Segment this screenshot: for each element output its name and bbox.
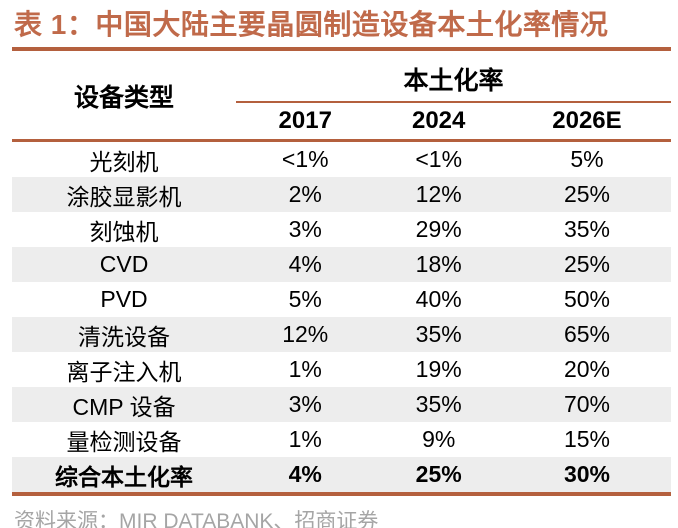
localization-rate-group-header: 本土化率: [236, 53, 671, 103]
year-2024-column-header: 2024: [374, 102, 503, 142]
value-2017-cell: 1%: [288, 356, 322, 382]
device-name-cell: 涂胶显影机: [66, 183, 182, 210]
value-2026e-cell: 20%: [563, 356, 610, 382]
table-row: CVD 4% 18% 25%: [12, 247, 671, 282]
table-row: 量检测设备 1% 9% 15%: [12, 422, 671, 457]
value-2024-cell: 35%: [415, 321, 462, 347]
value-2026e-cell: 25%: [563, 181, 610, 207]
table-row: 清洗设备 12% 35% 65%: [12, 317, 671, 352]
source-note: 资料来源：MIR DATABANK、招商证券: [14, 510, 379, 528]
device-name-cell: PVD: [100, 286, 148, 312]
device-type-column-header: 设备类型: [12, 53, 237, 142]
table-row: 离子注入机 1% 19% 20%: [12, 352, 671, 387]
table-row: 综合本土化率 4% 25% 30%: [12, 457, 671, 496]
value-2026e-cell: 65%: [563, 321, 610, 347]
value-2024-cell: 12%: [415, 181, 462, 207]
value-2017-cell: <1%: [281, 146, 329, 172]
value-2017-cell: 4%: [288, 251, 322, 277]
value-2026e-cell: 25%: [563, 251, 610, 277]
value-2017-cell: 5%: [288, 286, 322, 312]
value-2026e-cell: 15%: [563, 426, 610, 452]
year-2017-column-header: 2017: [236, 102, 375, 142]
value-2024-cell: 18%: [415, 251, 462, 277]
device-name-cell: 量检测设备: [66, 428, 182, 455]
value-2026e-cell: 70%: [563, 391, 610, 417]
value-2017-cell: 2%: [288, 181, 322, 207]
value-2017-cell: 3%: [288, 216, 322, 242]
table-row: PVD 5% 40% 50%: [12, 282, 671, 317]
device-name-cell: CVD: [99, 251, 149, 277]
device-name-cell: 光刻机: [89, 148, 159, 175]
device-name-cell: CMP 设备: [72, 393, 176, 420]
value-2024-cell: 19%: [415, 356, 462, 382]
table-header: 设备类型 本土化率 2017 2024 2026E: [12, 53, 671, 142]
table-row: 光刻机 <1% <1% 5%: [12, 141, 671, 178]
value-2026e-cell: 35%: [563, 216, 610, 242]
value-2024-cell: 9%: [422, 426, 456, 452]
device-name-cell: 清洗设备: [78, 323, 171, 350]
value-2024-cell: <1%: [415, 146, 463, 172]
device-name-cell: 综合本土化率: [12, 457, 237, 496]
device-name-cell: 离子注入机: [66, 358, 182, 385]
table-body: 光刻机 <1% <1% 5% 涂胶显影机 2% 12% 25% 刻蚀机 3% 2…: [12, 141, 671, 496]
table-row: 涂胶显影机 2% 12% 25%: [12, 177, 671, 212]
value-2024-cell: 40%: [415, 286, 462, 312]
value-2017-cell: 12%: [282, 321, 329, 347]
table-title: 表 1：中国大陆主要晶圆制造设备本土化率情况: [14, 9, 609, 40]
value-2026e-cell: 5%: [570, 146, 604, 172]
value-2026e-cell: 50%: [563, 286, 610, 312]
title-underline: [12, 47, 671, 51]
value-2017-cell: 1%: [288, 426, 322, 452]
value-2017-cell: 4%: [236, 457, 375, 496]
value-2024-cell: 35%: [415, 391, 462, 417]
year-2026e-column-header: 2026E: [502, 102, 671, 142]
table-row: CMP 设备 3% 35% 70%: [12, 387, 671, 422]
value-2026e-cell: 30%: [502, 457, 671, 496]
value-2024-cell: 29%: [415, 216, 462, 242]
value-2017-cell: 3%: [288, 391, 322, 417]
value-2024-cell: 25%: [374, 457, 503, 496]
table-row: 刻蚀机 3% 29% 35%: [12, 212, 671, 247]
device-name-cell: 刻蚀机: [89, 218, 159, 245]
localization-rate-table: 设备类型 本土化率 2017 2024 2026E 光刻机 <1% <1% 5%…: [12, 53, 671, 496]
